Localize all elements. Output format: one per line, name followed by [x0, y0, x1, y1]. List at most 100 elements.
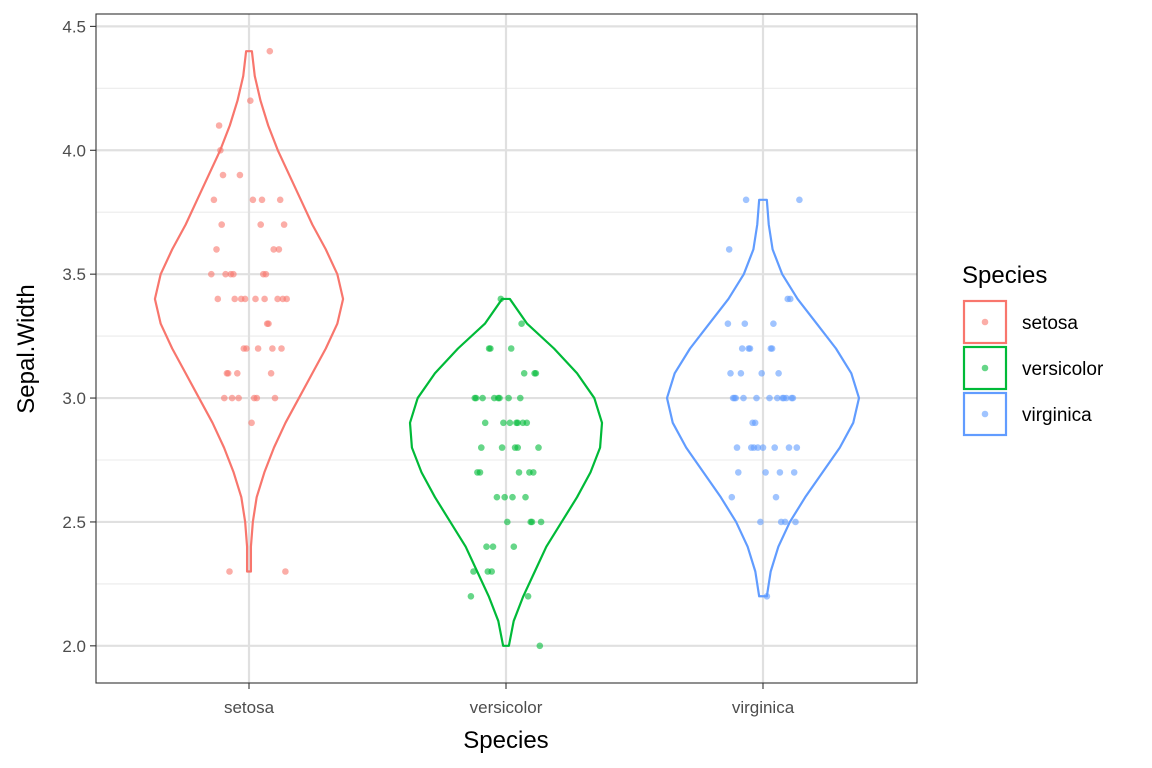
data-point-setosa — [261, 295, 268, 303]
data-point-versicolor — [511, 444, 519, 451]
data-point-setosa — [234, 369, 241, 377]
x-axis-title: Species — [463, 727, 548, 754]
data-point-setosa — [271, 394, 279, 402]
data-point-versicolor — [507, 345, 515, 352]
data-point-versicolor — [524, 592, 532, 600]
x-tick-label: setosa — [224, 698, 275, 717]
data-point-setosa — [257, 221, 265, 228]
data-point-virginica — [724, 320, 732, 328]
data-point-virginica — [746, 345, 754, 352]
legend-label-setosa: setosa — [1022, 313, 1078, 334]
data-point-virginica — [763, 592, 771, 600]
y-tick-label: 4.5 — [62, 17, 86, 36]
data-point-versicolor — [515, 469, 523, 476]
legend: Species setosa versicolor virginica — [962, 262, 1104, 437]
data-point-virginica — [750, 444, 758, 451]
data-point-setosa — [219, 171, 227, 179]
data-point-setosa — [262, 270, 270, 278]
data-point-setosa — [275, 246, 283, 253]
data-point-virginica — [781, 518, 789, 526]
y-tick-label: 3.0 — [62, 389, 86, 408]
legend-item-virginica: virginica — [962, 391, 1092, 437]
data-point-setosa — [222, 270, 229, 278]
data-point-versicolor — [496, 394, 503, 402]
points — [208, 47, 803, 650]
data-point-virginica — [762, 469, 769, 476]
data-point-setosa — [252, 295, 259, 303]
data-point-setosa — [269, 345, 276, 352]
y-tick-label: 2.5 — [62, 513, 86, 532]
data-point-versicolor — [510, 543, 518, 551]
data-point-versicolor — [509, 493, 516, 501]
data-point-setosa — [282, 568, 289, 575]
data-point-virginica — [725, 246, 733, 253]
data-point-setosa — [215, 122, 223, 129]
data-point-versicolor — [489, 543, 497, 551]
violin-setosa — [153, 50, 345, 573]
data-point-versicolor — [520, 369, 528, 377]
data-point-setosa — [274, 295, 281, 303]
data-point-versicolor — [478, 444, 485, 451]
data-point-virginica — [735, 469, 742, 476]
data-point-virginica — [732, 394, 739, 402]
data-point-virginica — [774, 394, 781, 402]
data-point-virginica — [757, 518, 764, 526]
data-point-setosa — [221, 394, 228, 402]
data-point-setosa — [214, 295, 222, 303]
data-point-versicolor — [532, 369, 540, 377]
data-point-setosa — [208, 270, 215, 278]
data-point-versicolor — [498, 444, 506, 451]
data-point-versicolor — [481, 419, 489, 427]
data-point-virginica — [738, 345, 746, 352]
data-point-virginica — [790, 469, 798, 476]
x-tick-label: virginica — [732, 698, 795, 717]
violin-virginica — [665, 198, 861, 598]
data-point-setosa — [226, 568, 233, 575]
legend-item-versicolor: versicolor — [962, 345, 1104, 391]
data-point-virginica — [789, 394, 797, 402]
x-axis: setosa versicolor virginica — [224, 683, 795, 717]
data-point-versicolor — [535, 444, 542, 451]
data-point-setosa — [231, 295, 238, 303]
data-point-versicolor — [493, 493, 501, 501]
data-point-virginica — [742, 196, 750, 204]
data-point-setosa — [236, 171, 244, 179]
data-point-virginica — [727, 369, 734, 377]
data-point-setosa — [267, 369, 275, 377]
data-point-setosa — [276, 196, 284, 204]
data-point-virginica — [787, 295, 794, 303]
data-point-setosa — [224, 369, 232, 377]
data-point-versicolor — [517, 394, 524, 402]
legend-label-versicolor: versicolor — [1022, 359, 1104, 380]
data-point-versicolor — [488, 568, 496, 575]
legend-label-virginica: virginica — [1022, 405, 1092, 426]
data-point-virginica — [733, 444, 741, 451]
data-point-setosa — [266, 47, 274, 55]
data-point-setosa — [253, 394, 261, 402]
data-point-virginica — [749, 419, 756, 427]
data-point-virginica — [785, 444, 793, 451]
data-point-versicolor — [527, 518, 534, 526]
legend-item-setosa: setosa — [962, 299, 1078, 345]
data-point-versicolor — [523, 419, 531, 427]
data-point-versicolor — [470, 568, 477, 575]
data-point-virginica — [758, 369, 765, 377]
data-point-virginica — [759, 444, 767, 451]
data-point-virginica — [793, 444, 801, 451]
data-point-setosa — [235, 394, 242, 402]
data-point-versicolor — [506, 419, 514, 427]
x-tick-label: versicolor — [470, 698, 543, 717]
y-tick-label: 3.5 — [62, 265, 86, 284]
data-point-versicolor — [479, 394, 486, 402]
data-point-versicolor — [467, 592, 475, 600]
legend-marker-virginica — [981, 410, 989, 418]
data-point-versicolor — [537, 518, 545, 526]
data-point-setosa — [283, 295, 291, 303]
data-point-versicolor — [504, 518, 511, 526]
data-point-versicolor — [530, 469, 537, 476]
data-point-setosa — [254, 345, 262, 352]
data-point-setosa — [280, 221, 288, 228]
data-point-versicolor — [518, 320, 525, 328]
data-point-setosa — [228, 394, 236, 402]
data-point-setosa — [218, 221, 225, 228]
